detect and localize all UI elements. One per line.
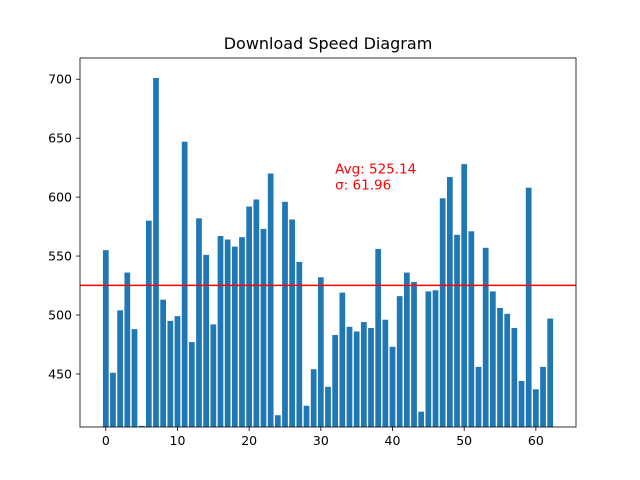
bar [253, 199, 260, 427]
bar [325, 386, 331, 427]
bar [418, 411, 425, 427]
bar [497, 307, 503, 427]
bar [468, 231, 475, 427]
bar [160, 299, 167, 427]
x-tick-label: 40 [385, 433, 401, 448]
bar [145, 220, 152, 427]
bars-group [102, 78, 554, 427]
bar [188, 342, 195, 427]
bar [153, 78, 159, 427]
bar [511, 327, 518, 427]
bar [346, 326, 353, 427]
bar [267, 173, 274, 427]
bar [282, 201, 288, 427]
bar [368, 327, 374, 427]
bar [174, 316, 181, 427]
x-tick-label: 0 [102, 433, 110, 448]
bar [432, 290, 439, 427]
bar [403, 272, 410, 427]
bar [224, 239, 231, 427]
bar [375, 248, 382, 427]
annotation-line: Avg: 525.14 [335, 162, 416, 178]
bar [339, 292, 346, 427]
y-axis: 450 500 550 600 650 700 [48, 72, 80, 381]
y-tick-label: 500 [48, 308, 72, 323]
y-tick-label: 650 [48, 131, 72, 146]
y-tick-label: 450 [48, 366, 72, 381]
y-tick-label: 550 [48, 249, 72, 264]
bar [217, 236, 224, 427]
bar [117, 310, 124, 427]
x-tick-label: 50 [456, 433, 472, 448]
bar [482, 247, 489, 427]
bar [396, 296, 403, 427]
bar [389, 346, 396, 427]
bar [131, 329, 138, 427]
y-tick-label: 600 [48, 190, 72, 205]
chart-title: Download Speed Diagram [224, 34, 433, 53]
x-tick-label: 10 [170, 433, 186, 448]
annotation-line: σ: 61.96 [335, 178, 391, 194]
bar [239, 237, 245, 427]
bar [353, 331, 360, 427]
x-axis: 0 10 20 30 40 50 60 [102, 427, 544, 448]
bar [525, 187, 532, 427]
bar [110, 372, 116, 427]
bar [124, 272, 131, 427]
bar [382, 319, 389, 427]
bar [439, 198, 446, 427]
bar [411, 281, 417, 427]
bar [167, 320, 174, 427]
x-tick-label: 60 [528, 433, 544, 448]
bar [425, 291, 432, 427]
bar [540, 366, 546, 427]
stats-annotation: Avg: 525.14σ: 61.96 [335, 162, 416, 194]
bar [231, 246, 238, 427]
bar [475, 366, 482, 427]
y-tick-label: 700 [48, 72, 72, 87]
bar [181, 141, 188, 427]
bar [317, 277, 324, 427]
bar [274, 415, 281, 427]
bar [360, 322, 367, 427]
bar [446, 177, 453, 427]
x-tick-label: 30 [313, 433, 329, 448]
bar [203, 254, 210, 427]
bar [246, 206, 253, 427]
bar [310, 369, 317, 427]
bar [260, 228, 267, 427]
bar [303, 405, 310, 427]
bar [296, 261, 303, 427]
plot-frame [79, 57, 577, 428]
bar [102, 250, 109, 427]
bar [547, 318, 554, 427]
bar [289, 219, 296, 427]
bar [489, 291, 496, 427]
bar [504, 313, 511, 427]
bar [454, 234, 460, 427]
bar [138, 425, 145, 427]
bar [518, 381, 525, 427]
bar [332, 335, 339, 427]
x-tick-label: 20 [241, 433, 257, 448]
bar [461, 164, 468, 427]
bar [196, 218, 202, 427]
bar [532, 389, 539, 427]
bar [210, 324, 217, 427]
